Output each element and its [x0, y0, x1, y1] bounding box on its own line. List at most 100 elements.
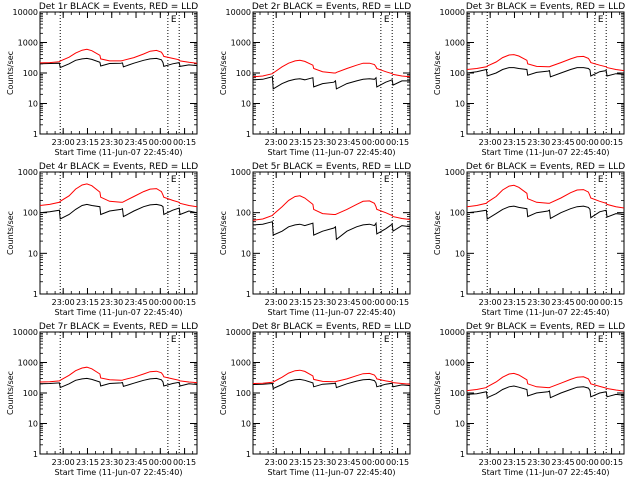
events-series-line	[252, 378, 411, 390]
x-tick-label: 23:15	[76, 138, 99, 147]
x-tick-label: 00:15	[386, 458, 409, 467]
plot-frame	[252, 331, 411, 455]
chart-panel: Det 6r BLACK = Events, RED = LLD 1 10 100 10…	[433, 162, 625, 317]
chart-title: Det 6r BLACK = Events, RED = LLD	[466, 162, 625, 172]
y-tick-label: 10	[28, 100, 38, 109]
chart-panel: Det 2r BLACK = Events, RED = LLD 1 10 100 10…	[219, 2, 411, 157]
y-tick-label: 10	[455, 249, 465, 258]
x-tick-label: 23:15	[289, 138, 312, 147]
y-tick-label: 100	[236, 209, 251, 218]
y-tick-label: 1	[460, 130, 465, 139]
x-tick-label: 23:15	[76, 298, 99, 307]
chart-title: Det 4r BLACK = Events, RED = LLD	[39, 162, 198, 172]
corner-mark: E	[384, 335, 390, 345]
lld-series-line	[466, 184, 625, 209]
y-axis-label: Counts/sec	[6, 51, 15, 95]
x-tick-label: 23:00	[265, 138, 288, 147]
y-tick-label: 1000	[18, 39, 38, 48]
y-tick-label: 100	[23, 69, 38, 78]
y-tick-label: 1000	[18, 359, 38, 368]
y-axis-label: Counts/sec	[6, 371, 15, 415]
x-tick-label: 00:15	[600, 458, 623, 467]
y-axis-label: Counts/sec	[6, 211, 15, 255]
x-tick-label: 23:30	[313, 138, 336, 147]
events-series-line	[39, 57, 198, 69]
y-tick-label: 1	[33, 290, 38, 299]
x-tick-label: 00:15	[173, 298, 196, 307]
x-tick-label: 00:15	[386, 298, 409, 307]
x-tick-label: 00:00	[576, 138, 599, 147]
y-tick-label: 10000	[13, 8, 38, 17]
x-tick-label: 23:15	[503, 298, 526, 307]
x-tick-label: 23:15	[289, 458, 312, 467]
x-tick-label: 23:15	[503, 458, 526, 467]
x-tick-label: 23:00	[479, 138, 502, 147]
y-tick-label: 1000	[231, 359, 251, 368]
y-tick-label: 10	[455, 100, 465, 109]
chart-panel: Det 4r BLACK = Events, RED = LLD 1 10 100 10…	[6, 162, 198, 317]
chart-panel: Det 1r BLACK = Events, RED = LLD 1 10 100 10…	[6, 2, 198, 157]
events-series-line	[466, 385, 625, 399]
chart-title: Det 5r BLACK = Events, RED = LLD	[252, 162, 411, 172]
y-tick-label: 1000	[445, 39, 465, 48]
x-tick-label: 00:00	[149, 458, 172, 467]
lld-series-line	[466, 372, 625, 392]
x-axis-label: Start Time (11-Jun-07 22:45:40)	[482, 308, 610, 317]
y-axis-label: Counts/sec	[433, 371, 442, 415]
y-tick-label: 10	[241, 100, 251, 109]
x-tick-label: 23:30	[313, 298, 336, 307]
corner-mark: E	[598, 15, 604, 25]
plot-frame	[39, 11, 198, 135]
plot-frame	[252, 171, 411, 295]
corner-mark: E	[384, 15, 390, 25]
y-axis-label: Counts/sec	[219, 51, 228, 95]
x-tick-label: 23:45	[551, 458, 574, 467]
chart-title: Det 8r BLACK = Events, RED = LLD	[252, 322, 411, 332]
x-axis-label: Start Time (11-Jun-07 22:45:40)	[482, 148, 610, 157]
corner-mark: E	[171, 335, 177, 345]
x-tick-label: 23:00	[265, 458, 288, 467]
x-tick-label: 00:00	[362, 138, 385, 147]
corner-mark: E	[171, 15, 177, 25]
x-tick-label: 23:45	[551, 138, 574, 147]
y-tick-label: 1000	[445, 359, 465, 368]
x-axis-label: Start Time (11-Jun-07 22:45:40)	[55, 148, 183, 157]
x-tick-label: 23:45	[551, 298, 574, 307]
corner-mark: E	[598, 335, 604, 345]
y-tick-label: 10	[241, 420, 251, 429]
x-tick-label: 00:00	[149, 298, 172, 307]
x-tick-label: 23:45	[337, 458, 360, 467]
y-tick-label: 10000	[440, 8, 465, 17]
y-tick-label: 10	[28, 249, 38, 258]
x-tick-label: 23:00	[479, 298, 502, 307]
x-axis-label: Start Time (11-Jun-07 22:45:40)	[55, 308, 183, 317]
lld-series-line	[39, 48, 198, 64]
x-tick-label: 23:30	[527, 458, 550, 467]
y-tick-label: 100	[236, 389, 251, 398]
x-tick-label: 23:15	[503, 138, 526, 147]
y-tick-label: 1	[33, 450, 38, 459]
y-tick-label: 1	[246, 130, 251, 139]
x-tick-label: 00:15	[386, 138, 409, 147]
x-tick-label: 23:45	[124, 298, 147, 307]
events-series-line	[466, 205, 625, 220]
x-tick-label: 23:45	[337, 138, 360, 147]
y-tick-label: 10	[28, 420, 38, 429]
chart-panel: Det 8r BLACK = Events, RED = LLD 1 10 100 10…	[219, 322, 411, 477]
y-tick-label: 100	[450, 209, 465, 218]
lld-series-line	[39, 366, 198, 384]
x-tick-label: 00:00	[576, 458, 599, 467]
x-tick-label: 23:15	[76, 458, 99, 467]
y-tick-label: 1	[33, 130, 38, 139]
chart-title: Det 1r BLACK = Events, RED = LLD	[39, 2, 198, 12]
y-tick-label: 10	[241, 249, 251, 258]
x-tick-label: 23:45	[337, 298, 360, 307]
plot-frame	[466, 11, 625, 135]
chart-panel: Det 9r BLACK = Events, RED = LLD 1 10 100 10…	[433, 322, 625, 477]
y-tick-label: 10000	[440, 328, 465, 337]
lld-series-line	[466, 54, 625, 72]
x-axis-label: Start Time (11-Jun-07 22:45:40)	[268, 148, 396, 157]
x-tick-label: 23:00	[52, 298, 75, 307]
x-tick-label: 23:30	[527, 138, 550, 147]
